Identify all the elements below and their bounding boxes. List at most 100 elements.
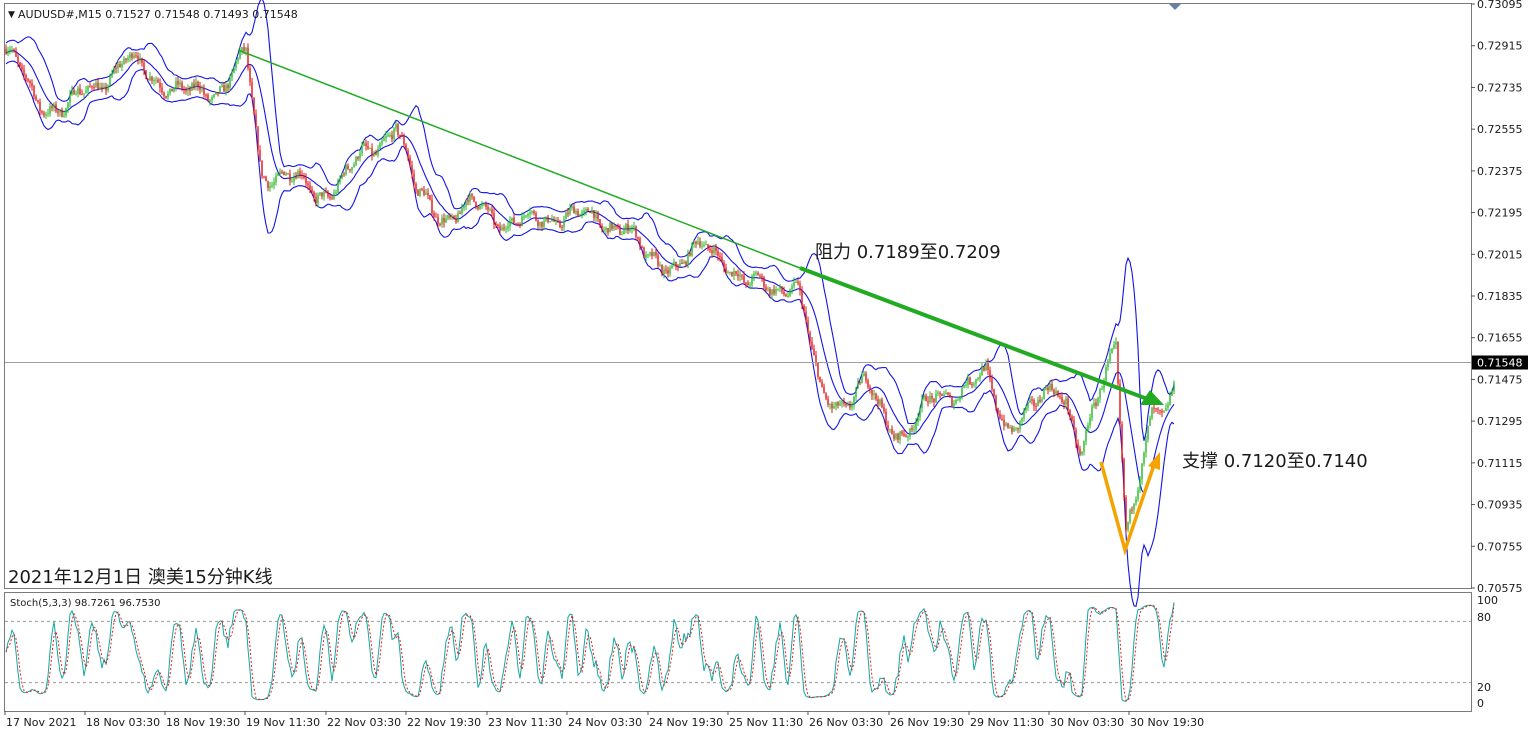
- price-tick-label: 0.72915: [1477, 40, 1523, 53]
- shift-marker-icon[interactable]: [1169, 4, 1181, 10]
- candle-body: [167, 93, 169, 98]
- candle-body: [839, 403, 841, 406]
- price-tick-label: 0.71295: [1477, 415, 1523, 428]
- candle-body: [779, 286, 781, 289]
- candle-body: [279, 171, 281, 174]
- candle-body: [381, 140, 383, 144]
- candle-body: [965, 384, 967, 386]
- candle-body: [525, 215, 527, 217]
- candle-body: [311, 189, 313, 193]
- candle-body: [687, 252, 689, 265]
- candle-body: [247, 47, 249, 69]
- candle-body: [497, 224, 499, 226]
- candle-body: [375, 153, 377, 155]
- candle-body: [1005, 423, 1007, 426]
- candle-body: [849, 404, 851, 408]
- candle-body: [113, 68, 115, 74]
- candle-body: [397, 124, 399, 135]
- time-tick-label: 26 Nov 19:30: [890, 716, 964, 729]
- candle-body: [299, 171, 301, 175]
- candle-body: [825, 393, 827, 399]
- candle-body: [513, 217, 515, 224]
- candle-body: [885, 411, 887, 426]
- candle-body: [173, 87, 175, 92]
- candle-body: [471, 194, 473, 197]
- candle-body: [989, 370, 991, 379]
- candle-body: [475, 201, 477, 207]
- candle-body: [909, 428, 911, 437]
- price-tick-label: 0.71835: [1477, 290, 1523, 303]
- candle-body: [983, 367, 985, 371]
- candle-body: [155, 79, 157, 81]
- candle-body: [1135, 499, 1137, 504]
- candle-body: [301, 174, 303, 176]
- candle-body: [131, 53, 133, 58]
- candle-body: [1101, 388, 1103, 390]
- candle-body: [429, 195, 431, 200]
- candle-body: [969, 377, 971, 385]
- candle-body: [835, 402, 837, 407]
- candle-body: [937, 392, 939, 394]
- candle-body: [595, 214, 597, 218]
- candle-body: [351, 167, 353, 171]
- candle-body: [903, 433, 905, 436]
- candle-body: [469, 194, 471, 202]
- candle-body: [959, 396, 961, 400]
- candle-body: [905, 435, 907, 437]
- collapse-triangle-icon[interactable]: ▼: [8, 10, 15, 20]
- candle-body: [721, 257, 723, 263]
- price-tick-label: 0.72735: [1477, 81, 1523, 94]
- candle-body: [1075, 429, 1077, 444]
- candle-body: [653, 251, 655, 256]
- candle-body: [773, 289, 775, 294]
- candle-body: [141, 57, 143, 63]
- candle-body: [783, 291, 785, 295]
- candle-body: [975, 379, 977, 384]
- candle-body: [271, 185, 273, 187]
- candle-body: [1105, 367, 1107, 381]
- trendline-thin-segment: [237, 49, 801, 269]
- candle-body: [277, 173, 279, 177]
- candle-body: [987, 363, 989, 371]
- candle-body: [1059, 396, 1061, 398]
- candle-body: [795, 281, 797, 283]
- candle-body: [499, 225, 501, 231]
- candle-body: [665, 269, 667, 271]
- candle-body: [219, 86, 221, 93]
- candle-body: [1001, 418, 1003, 420]
- candle-body: [651, 252, 653, 256]
- candle-body: [179, 82, 181, 85]
- candle-body: [531, 211, 533, 213]
- candle-body: [519, 224, 521, 226]
- candle-body: [923, 395, 925, 399]
- candle-body: [321, 192, 323, 197]
- candle-body: [507, 226, 509, 229]
- candle-body: [473, 196, 475, 202]
- current-price-box: [1472, 355, 1528, 370]
- trendline-thick-segment: [799, 266, 1151, 402]
- candle-body: [811, 341, 813, 349]
- candle-body: [215, 91, 217, 95]
- candle-body: [441, 218, 443, 225]
- candle-body: [1097, 398, 1099, 406]
- candle-body: [1129, 509, 1131, 522]
- candle-body: [487, 206, 489, 210]
- candle-body: [679, 262, 681, 267]
- candle-body: [53, 104, 55, 108]
- candle-body: [611, 222, 613, 229]
- candle-body: [913, 429, 915, 431]
- candle-body: [529, 212, 531, 214]
- candle-body: [107, 85, 109, 91]
- candle-body: [423, 189, 425, 195]
- candle-body: [67, 102, 69, 109]
- candle-body: [153, 79, 155, 81]
- candle-body: [223, 85, 225, 92]
- candle-body: [947, 392, 949, 395]
- candle-body: [79, 88, 81, 95]
- candle-body: [281, 171, 283, 173]
- trendline-arrowhead: [1140, 390, 1164, 405]
- candle-body: [939, 392, 941, 394]
- candle-body: [159, 82, 161, 88]
